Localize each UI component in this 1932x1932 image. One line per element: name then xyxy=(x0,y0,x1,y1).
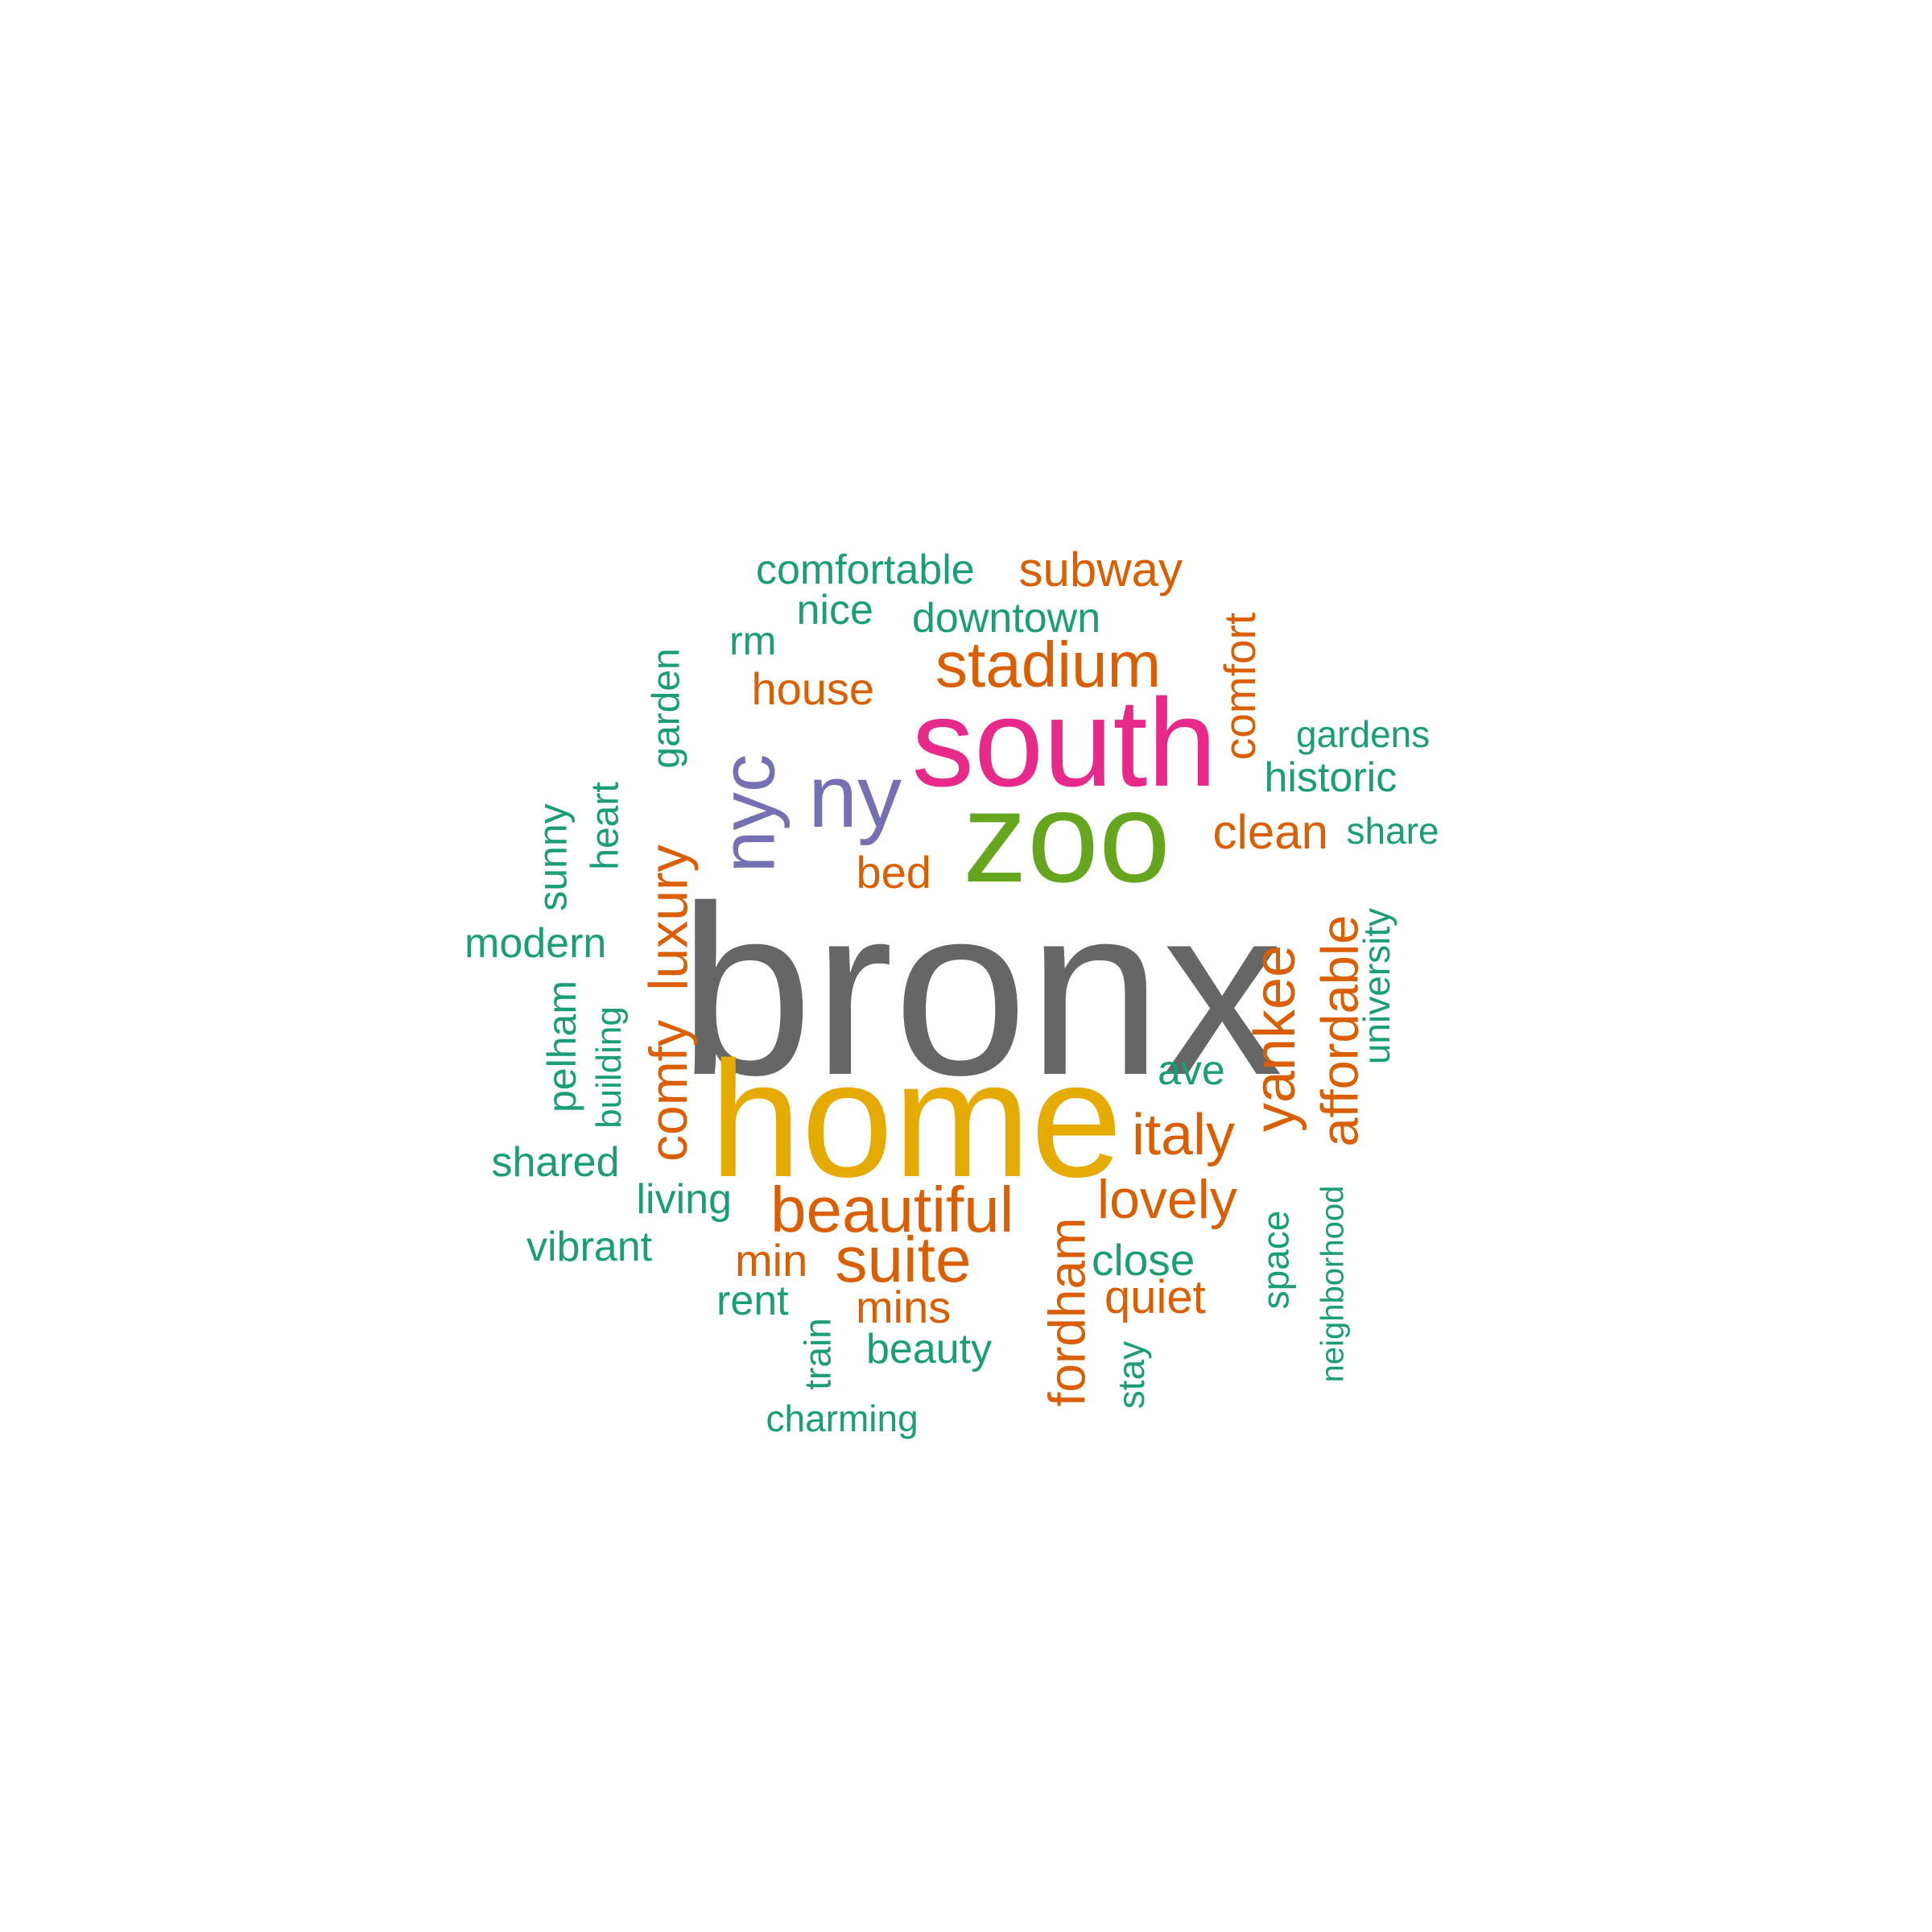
word-comfortable: comfortable xyxy=(756,547,975,593)
word-suite: suite xyxy=(835,1224,972,1295)
word-clean: clean xyxy=(1212,805,1328,859)
word-comfort: comfort xyxy=(1214,612,1265,760)
word-beauty: beauty xyxy=(866,1326,993,1373)
word-living: living xyxy=(636,1176,733,1223)
word-quiet: quiet xyxy=(1104,1271,1206,1323)
word-fordham: fordham xyxy=(1037,1217,1096,1407)
word-rent: rent xyxy=(716,1278,789,1324)
word-home: home xyxy=(709,1026,1123,1212)
word-ny: ny xyxy=(808,747,902,846)
word-space: space xyxy=(1253,1210,1296,1310)
word-nyc: nyc xyxy=(705,753,791,873)
word-pelham: pelham xyxy=(539,980,584,1113)
word-beautiful: beautiful xyxy=(770,1174,1014,1245)
word-min: min xyxy=(735,1235,808,1286)
word-subway: subway xyxy=(1018,543,1183,597)
word-modern: modern xyxy=(464,920,607,967)
word-zoo: zoo xyxy=(963,765,1170,909)
word-downtown: downtown xyxy=(912,595,1101,642)
word-comfy: comfy xyxy=(638,1019,699,1162)
word-historic: historic xyxy=(1264,754,1397,801)
word-share: share xyxy=(1346,810,1439,852)
word-building: building xyxy=(588,1006,629,1129)
word-yankee: yankee xyxy=(1243,944,1308,1133)
word-stadium: stadium xyxy=(935,629,1162,700)
word-lovely: lovely xyxy=(1097,1169,1237,1230)
word-shared: shared xyxy=(491,1139,620,1186)
word-italy: italy xyxy=(1132,1103,1236,1167)
word-luxury: luxury xyxy=(638,844,700,991)
word-mins: mins xyxy=(856,1282,952,1332)
word-ave: ave xyxy=(1158,1047,1225,1094)
word-stay: stay xyxy=(1110,1340,1153,1410)
word-house: house xyxy=(751,663,875,714)
word-nice: nice xyxy=(796,587,873,634)
word-garden: garden xyxy=(645,648,688,769)
word-heart: heart xyxy=(584,782,627,870)
word-charming: charming xyxy=(766,1397,919,1439)
word-university: university xyxy=(1356,907,1398,1065)
word-train: train xyxy=(796,1318,839,1390)
word-rm: rm xyxy=(729,618,777,663)
word-close: close xyxy=(1092,1234,1195,1285)
word-bed: bed xyxy=(856,847,931,898)
word-gardens: gardens xyxy=(1296,713,1430,755)
word-neighborhood: neighborhood xyxy=(1314,1185,1350,1383)
word-bronx: bronx xyxy=(679,855,1283,1125)
word-south: south xyxy=(911,672,1217,812)
word-vibrant: vibrant xyxy=(526,1224,653,1270)
word-sunny: sunny xyxy=(530,803,576,911)
